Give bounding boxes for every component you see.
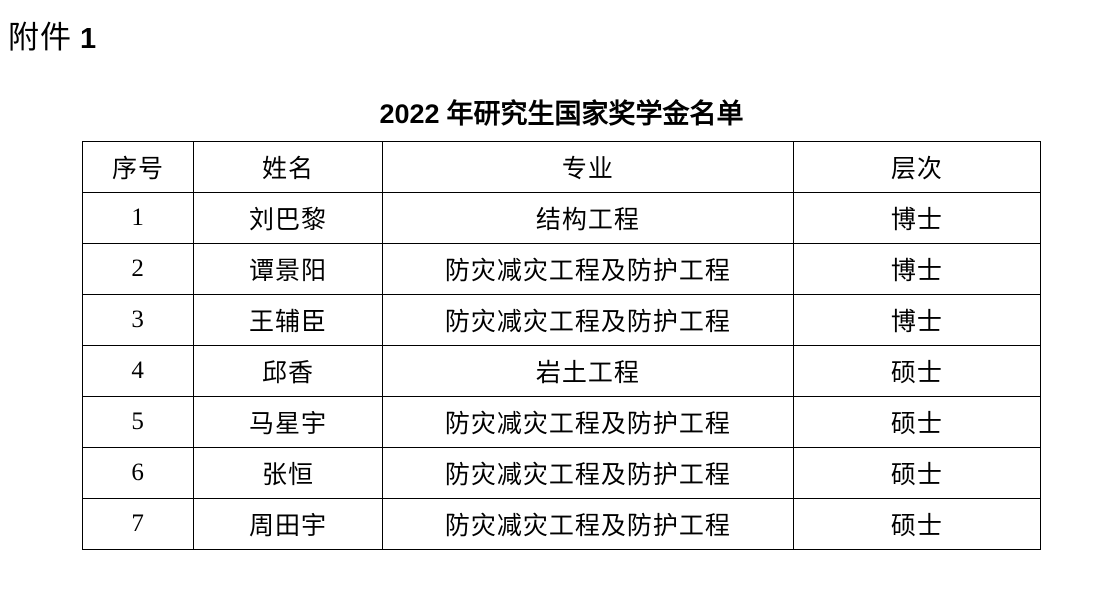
cell-name: 张恒 <box>193 447 383 499</box>
table-row: 1 刘巴黎 结构工程 博士 <box>81 192 1042 244</box>
cell-no: 2 <box>81 243 195 295</box>
cell-major: 防灾减灾工程及防护工程 <box>381 447 794 499</box>
cell-level: 硕士 <box>792 447 1042 499</box>
cell-major: 防灾减灾工程及防护工程 <box>381 396 794 448</box>
cell-no: 1 <box>81 192 195 244</box>
attachment-label: 附件 1 <box>8 12 97 57</box>
cell-major: 岩土工程 <box>381 345 794 397</box>
table-row: 3 王辅臣 防灾减灾工程及防护工程 博士 <box>81 294 1042 346</box>
table-row: 4 邱香 岩土工程 硕士 <box>81 345 1042 397</box>
cell-major: 防灾减灾工程及防护工程 <box>381 498 794 550</box>
attachment-number: 1 <box>80 23 98 55</box>
cell-no: 7 <box>81 498 195 550</box>
page-title-year: 2022 <box>379 99 440 129</box>
cell-name: 马星宇 <box>193 396 383 448</box>
column-header-no: 序号 <box>81 141 195 193</box>
table-row: 6 张恒 防灾减灾工程及防护工程 硕士 <box>81 447 1042 499</box>
cell-name: 王辅臣 <box>193 294 383 346</box>
scholarship-table: 序号 姓名 专业 层次 1 刘巴黎 结构工程 博士 2 谭景阳 防灾减灾工程及防… <box>81 141 1042 550</box>
table-row: 5 马星宇 防灾减灾工程及防护工程 硕士 <box>81 396 1042 448</box>
cell-level: 硕士 <box>792 345 1042 397</box>
table-row: 2 谭景阳 防灾减灾工程及防护工程 博士 <box>81 243 1042 295</box>
cell-name: 邱香 <box>193 345 383 397</box>
table-row: 7 周田宇 防灾减灾工程及防护工程 硕士 <box>81 498 1042 550</box>
cell-name: 周田宇 <box>193 498 383 550</box>
cell-level: 硕士 <box>792 498 1042 550</box>
column-header-name: 姓名 <box>193 141 383 193</box>
cell-major: 防灾减灾工程及防护工程 <box>381 294 794 346</box>
table-header-row: 序号 姓名 专业 层次 <box>81 141 1042 193</box>
cell-no: 3 <box>81 294 195 346</box>
cell-no: 5 <box>81 396 195 448</box>
cell-major: 防灾减灾工程及防护工程 <box>381 243 794 295</box>
cell-level: 博士 <box>792 243 1042 295</box>
cell-level: 博士 <box>792 192 1042 244</box>
column-header-level: 层次 <box>792 141 1042 193</box>
page-title-text: 年研究生国家奖学金名单 <box>446 99 744 129</box>
column-header-major: 专业 <box>381 141 794 193</box>
cell-major: 结构工程 <box>381 192 794 244</box>
cell-name: 刘巴黎 <box>193 192 383 244</box>
attachment-label-text: 附件 <box>8 20 72 55</box>
cell-level: 博士 <box>792 294 1042 346</box>
cell-name: 谭景阳 <box>193 243 383 295</box>
cell-no: 6 <box>81 447 195 499</box>
cell-level: 硕士 <box>792 396 1042 448</box>
page-title: 2022 年研究生国家奖学金名单 <box>82 92 1041 131</box>
cell-no: 4 <box>81 345 195 397</box>
